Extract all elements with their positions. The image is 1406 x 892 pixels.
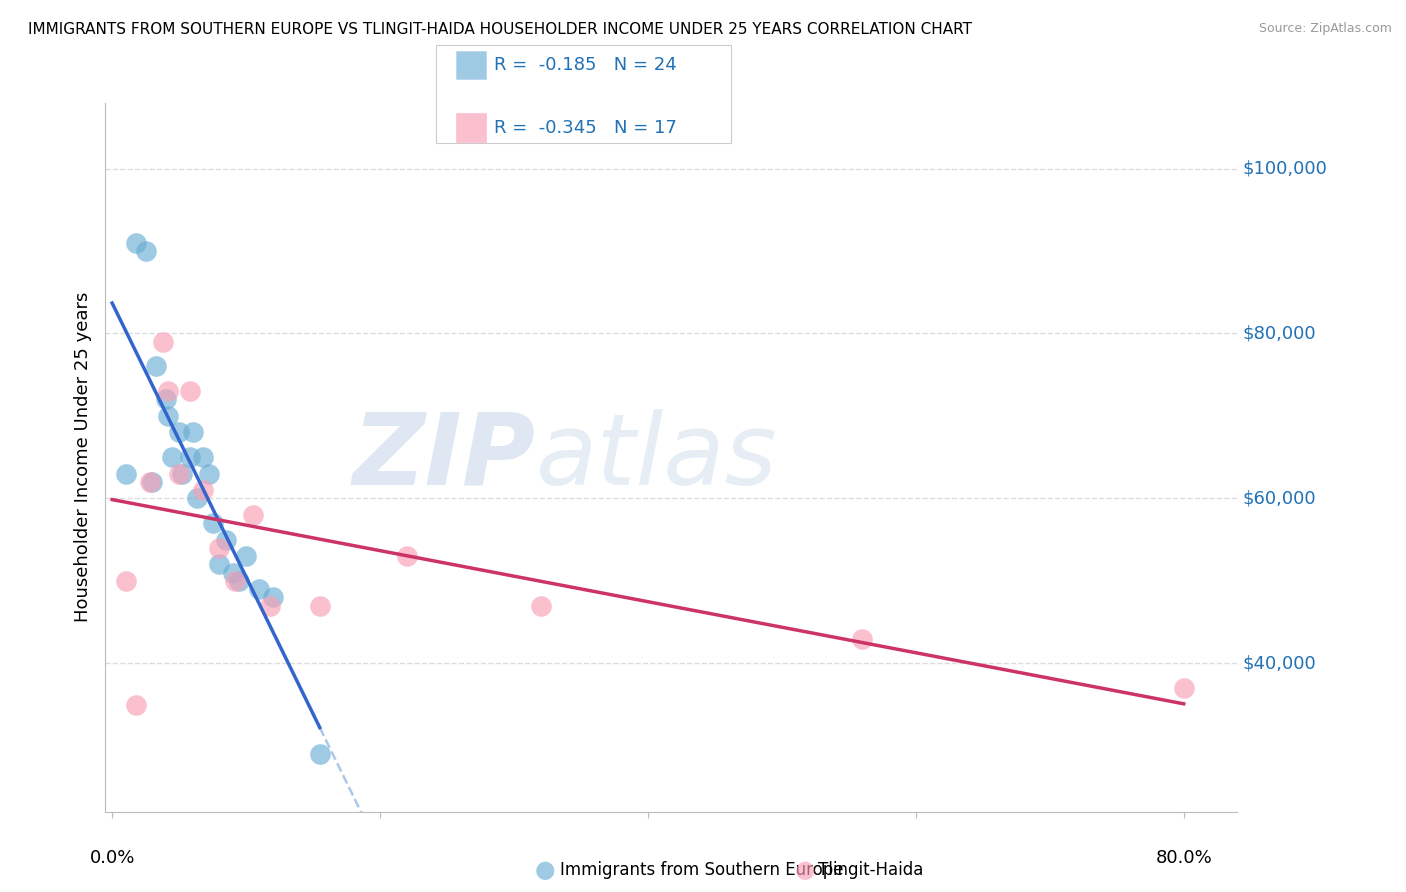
Point <box>197 467 219 481</box>
Point <box>157 384 180 399</box>
Point <box>228 574 250 588</box>
Point <box>262 591 284 605</box>
Point <box>222 566 245 580</box>
Point <box>308 599 330 613</box>
Point <box>1173 681 1195 695</box>
Point <box>208 541 231 555</box>
Text: ●: ● <box>794 858 815 881</box>
Text: $100,000: $100,000 <box>1243 160 1327 178</box>
Text: R =  -0.345   N = 17: R = -0.345 N = 17 <box>494 119 676 136</box>
Point <box>201 516 224 530</box>
Point <box>235 549 257 563</box>
Point <box>259 599 281 613</box>
Point <box>181 425 204 440</box>
Point <box>167 467 190 481</box>
Point <box>215 533 238 547</box>
Point <box>249 582 271 596</box>
Point <box>141 475 163 489</box>
Point <box>155 392 177 407</box>
Y-axis label: Householder Income Under 25 years: Householder Income Under 25 years <box>73 292 91 623</box>
Point <box>308 747 330 761</box>
Point <box>125 235 148 250</box>
Point <box>193 483 215 497</box>
Text: R =  -0.185   N = 24: R = -0.185 N = 24 <box>494 56 676 74</box>
Text: IMMIGRANTS FROM SOUTHERN EUROPE VS TLINGIT-HAIDA HOUSEHOLDER INCOME UNDER 25 YEA: IMMIGRANTS FROM SOUTHERN EUROPE VS TLING… <box>28 22 972 37</box>
Text: $40,000: $40,000 <box>1243 655 1316 673</box>
Point <box>530 599 553 613</box>
Point <box>114 467 136 481</box>
Point <box>224 574 246 588</box>
Text: Tlingit-Haida: Tlingit-Haida <box>818 861 924 879</box>
Point <box>157 409 180 423</box>
Point <box>125 698 148 712</box>
Point <box>145 359 167 374</box>
Point <box>193 450 215 465</box>
Text: 80.0%: 80.0% <box>1156 849 1212 867</box>
Text: ●: ● <box>534 858 555 881</box>
Point <box>135 244 157 258</box>
Text: $80,000: $80,000 <box>1243 325 1316 343</box>
Text: Immigrants from Southern Europe: Immigrants from Southern Europe <box>560 861 844 879</box>
Point <box>114 574 136 588</box>
Point <box>179 450 201 465</box>
Text: ZIP: ZIP <box>353 409 536 506</box>
Point <box>179 384 201 399</box>
Point <box>167 425 190 440</box>
Text: Source: ZipAtlas.com: Source: ZipAtlas.com <box>1258 22 1392 36</box>
Point <box>395 549 418 563</box>
Point <box>170 467 193 481</box>
Point <box>152 334 174 349</box>
Text: $60,000: $60,000 <box>1243 490 1316 508</box>
Point <box>208 558 231 572</box>
Point <box>851 632 873 646</box>
Point <box>242 508 264 522</box>
Point <box>162 450 184 465</box>
Text: atlas: atlas <box>536 409 778 506</box>
Point <box>138 475 160 489</box>
Point <box>186 491 208 506</box>
Text: 0.0%: 0.0% <box>90 849 135 867</box>
